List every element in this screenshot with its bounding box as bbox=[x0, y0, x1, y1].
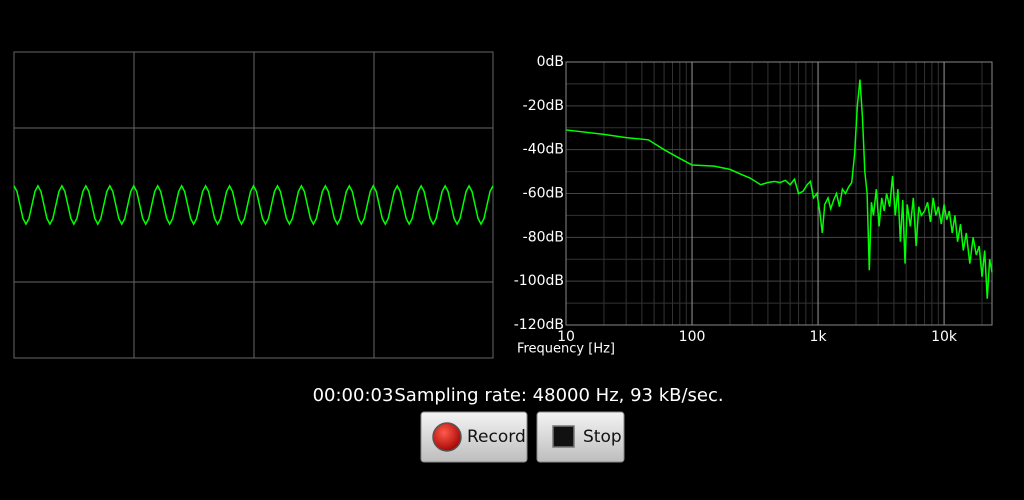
x-axis-label: Frequency [Hz] bbox=[517, 342, 615, 357]
stop-button[interactable]: Stop bbox=[536, 411, 625, 463]
sampling-info: Sampling rate: 48000 Hz, 93 kB/sec. bbox=[394, 385, 723, 406]
plot-frame bbox=[565, 61, 993, 326]
y-tick-label: -20dB bbox=[523, 98, 564, 114]
elapsed-time: 00:00:03 bbox=[313, 385, 394, 406]
record-icon[interactable] bbox=[432, 422, 462, 452]
button-body[interactable] bbox=[536, 411, 625, 463]
record-button[interactable]: Record bbox=[420, 411, 528, 463]
x-tick-label: 10k bbox=[931, 329, 958, 345]
waveform-panel bbox=[13, 51, 494, 359]
x-tick-label: 1k bbox=[810, 329, 828, 345]
y-tick-label: -120dB bbox=[514, 317, 564, 333]
x-tick-label: 100 bbox=[679, 329, 706, 345]
y-tick-label: 0dB bbox=[537, 54, 564, 70]
y-tick-label: -80dB bbox=[523, 229, 564, 245]
x-tick-label: 10 bbox=[557, 329, 575, 345]
button-label[interactable]: Record bbox=[467, 427, 526, 447]
waveform-line bbox=[13, 184, 494, 226]
button-label[interactable]: Stop bbox=[583, 427, 622, 447]
y-tick-label: -100dB bbox=[514, 273, 564, 289]
y-tick-label: -40dB bbox=[523, 142, 564, 158]
y-tick-label: -60dB bbox=[523, 186, 564, 202]
spectrum-line bbox=[565, 79, 993, 299]
stop-icon[interactable] bbox=[552, 425, 575, 448]
